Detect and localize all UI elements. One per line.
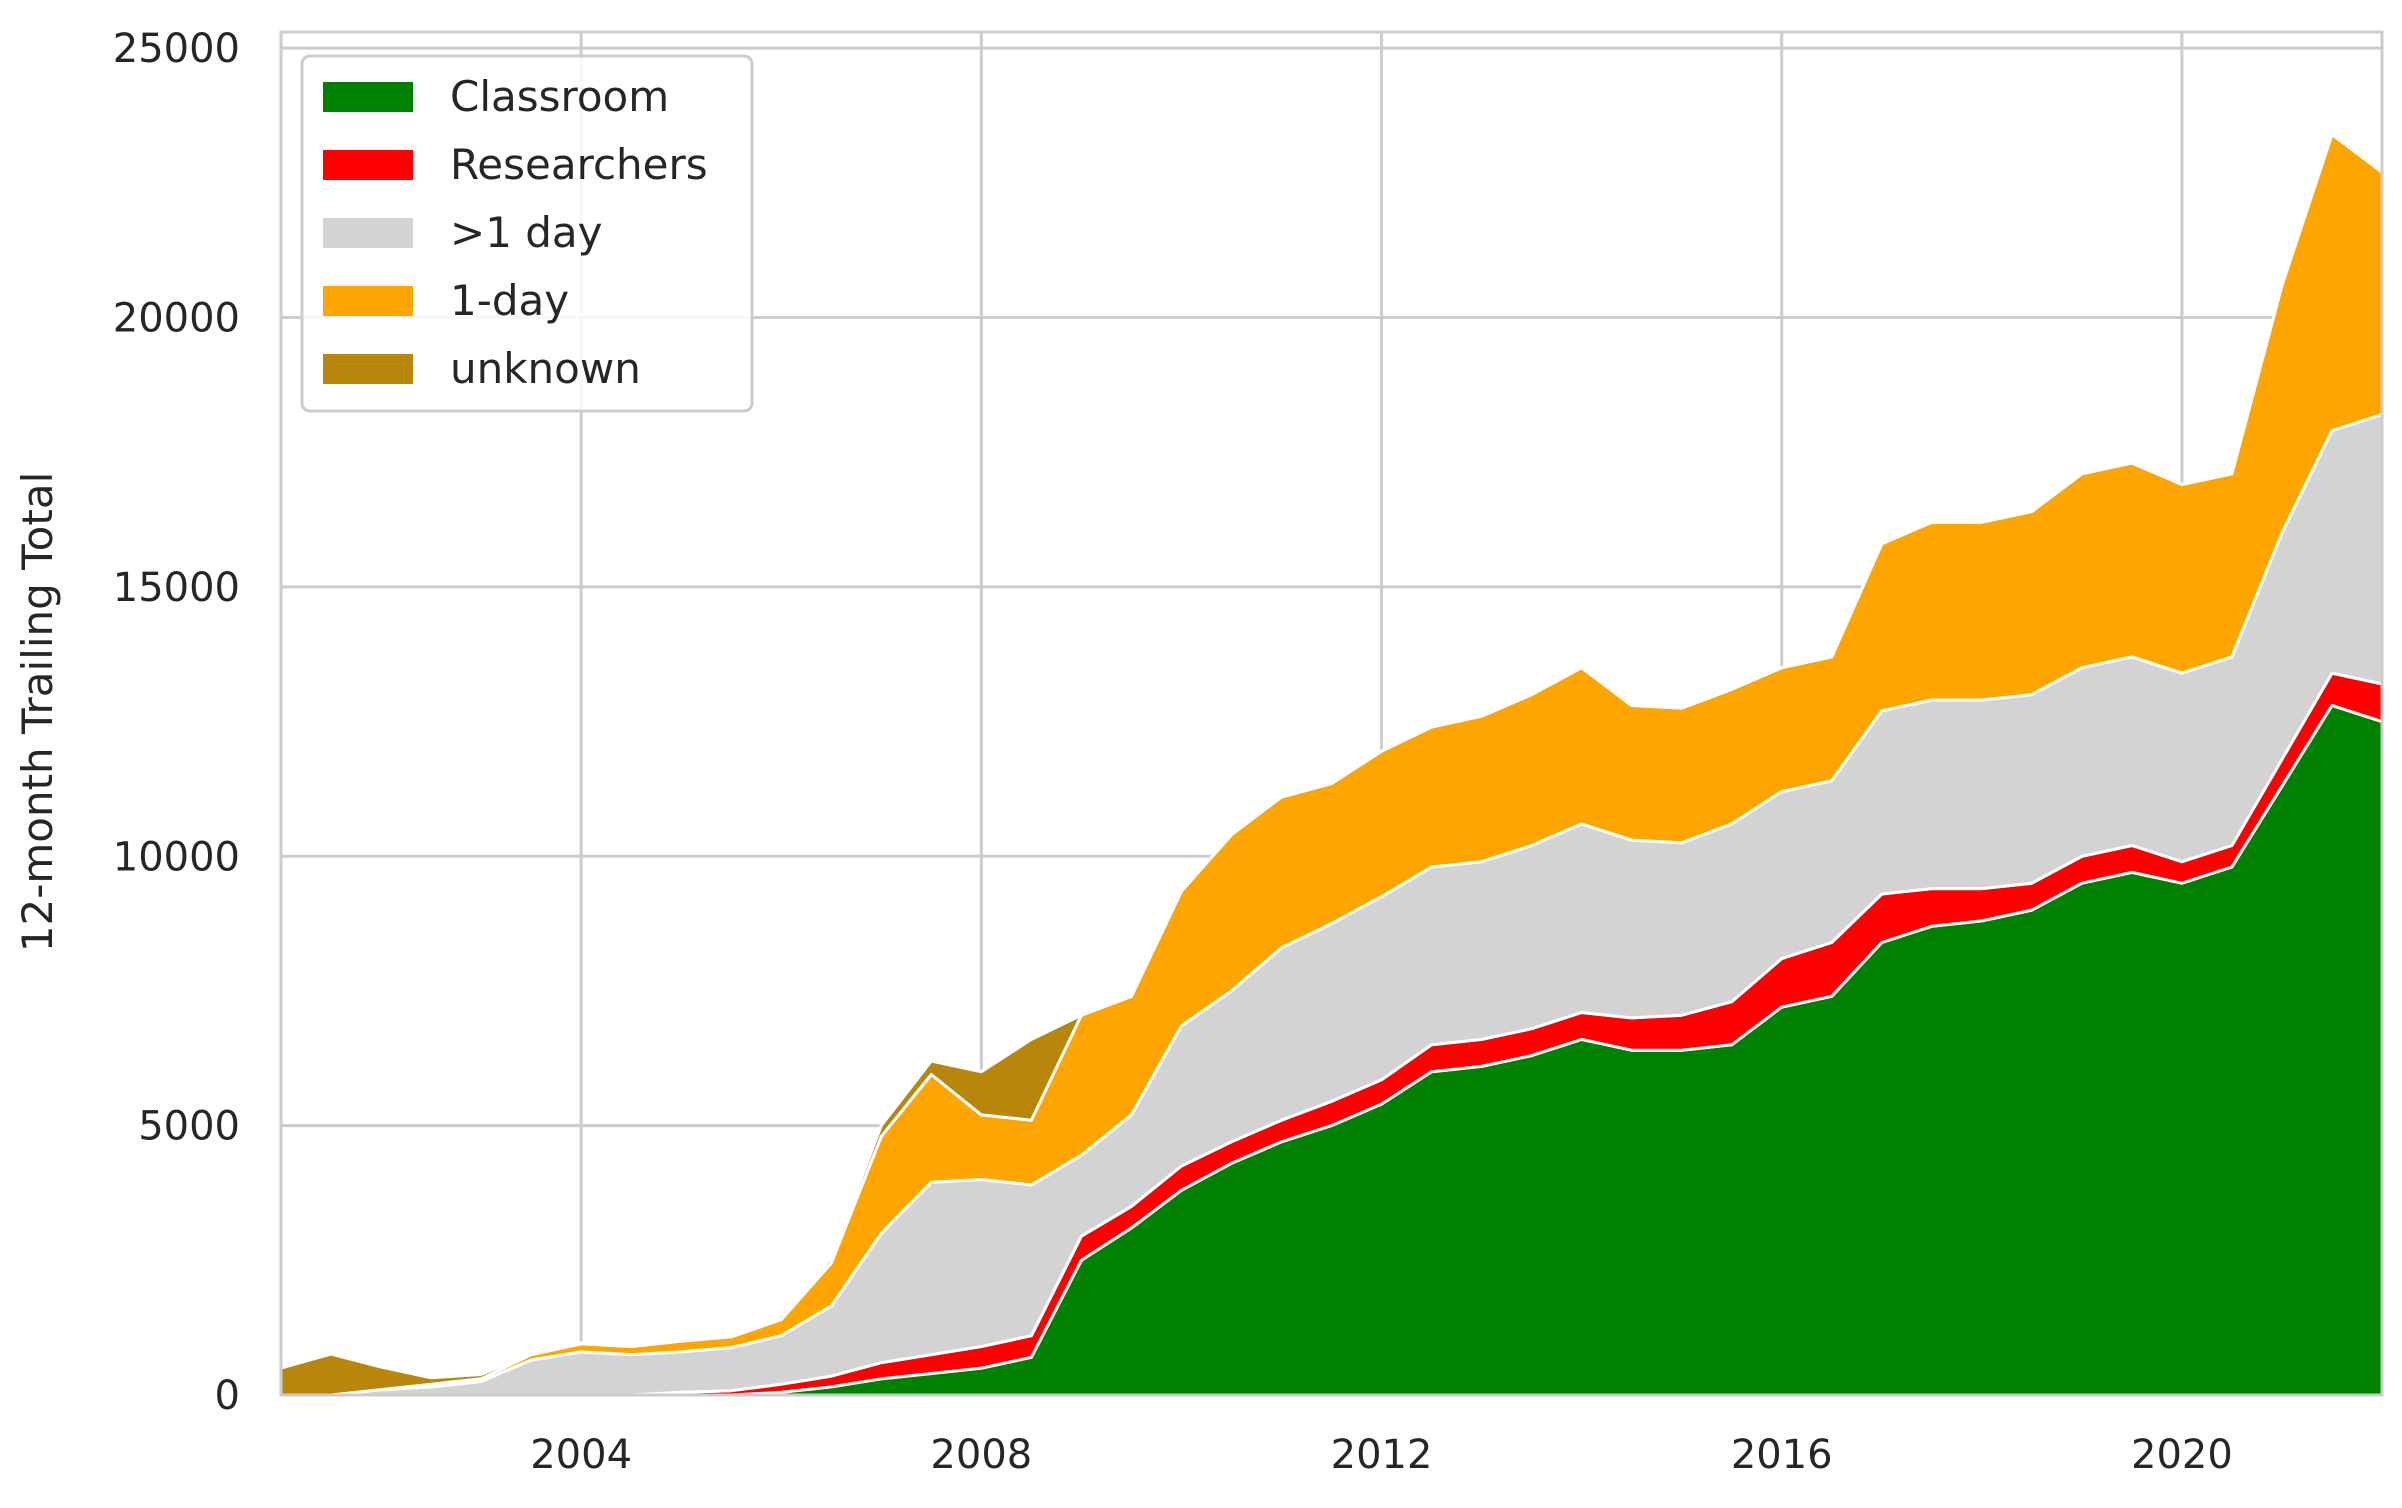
legend-label-1-day: >1 day <box>450 208 603 257</box>
legend-swatch-1-day <box>323 218 413 248</box>
legend-swatch-1-day <box>323 286 413 316</box>
legend-label-researchers: Researchers <box>450 140 708 189</box>
legend-swatch-unknown <box>323 354 413 384</box>
x-tick-label-2004: 2004 <box>530 1432 632 1478</box>
legend-swatch-classroom <box>323 82 413 112</box>
area-unknown <box>279 132 2384 1397</box>
x-tick-label-2020: 2020 <box>2131 1432 2233 1478</box>
y-tick-label-0: 0 <box>215 1373 240 1419</box>
x-tick-label-2012: 2012 <box>1331 1432 1433 1478</box>
y-tick-label-20000: 20000 <box>113 296 240 342</box>
y-tick-label-5000: 5000 <box>138 1104 240 1150</box>
legend-label-classroom: Classroom <box>450 72 669 121</box>
y-tick-label-25000: 25000 <box>113 26 240 72</box>
legend-swatch-researchers <box>323 150 413 180</box>
y-tick-label-15000: 15000 <box>113 565 240 611</box>
x-tick-label-2008: 2008 <box>930 1432 1032 1478</box>
legend-label-1-day: 1-day <box>450 276 569 325</box>
y-axis-ticks: 0 5000 10000 15000 20000 25000 <box>113 26 240 1419</box>
legend: Classroom Researchers >1 day 1-day unknown <box>300 54 754 413</box>
legend-box <box>300 54 754 413</box>
y-tick-label-10000: 10000 <box>113 834 240 880</box>
y-axis-label: 12-month Trailing Total <box>13 472 62 952</box>
plot-frame <box>279 30 2384 1397</box>
x-tick-label-2016: 2016 <box>1731 1432 1833 1478</box>
x-axis-ticks: 2004 2008 2012 2016 2020 <box>530 1432 2233 1478</box>
legend-label-unknown: unknown <box>450 344 641 393</box>
